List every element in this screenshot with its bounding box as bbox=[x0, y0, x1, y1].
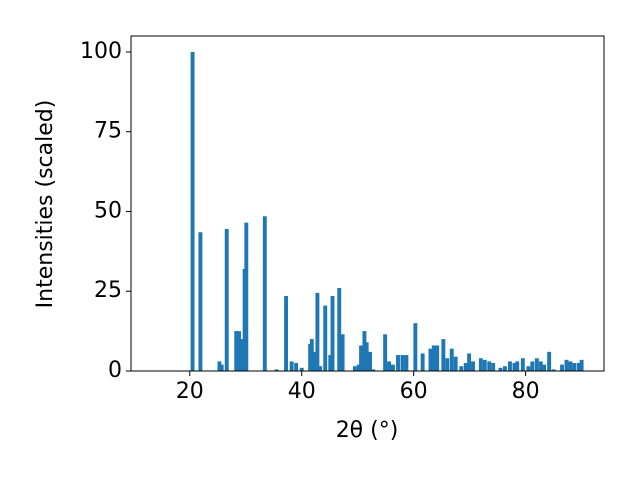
bar bbox=[400, 355, 405, 371]
bar bbox=[274, 369, 279, 371]
bar bbox=[498, 367, 503, 371]
bar bbox=[515, 361, 520, 371]
bar bbox=[234, 331, 239, 371]
bar bbox=[471, 361, 475, 371]
bar bbox=[502, 366, 507, 371]
bar bbox=[328, 355, 333, 371]
bar bbox=[198, 232, 203, 371]
bar bbox=[413, 323, 418, 371]
bar bbox=[508, 361, 512, 371]
bar bbox=[431, 345, 436, 371]
bar bbox=[459, 366, 464, 371]
bar bbox=[318, 366, 323, 371]
bar bbox=[463, 363, 468, 371]
bar bbox=[547, 351, 552, 371]
bar bbox=[359, 345, 364, 371]
bar bbox=[445, 358, 450, 371]
bar bbox=[542, 364, 547, 371]
bar bbox=[551, 369, 556, 371]
bar bbox=[284, 296, 289, 371]
bar bbox=[449, 348, 454, 371]
bar bbox=[568, 361, 573, 371]
bar bbox=[239, 339, 244, 371]
bar bbox=[491, 363, 496, 371]
bar bbox=[219, 364, 224, 371]
bar bbox=[560, 364, 564, 371]
bar bbox=[534, 358, 539, 371]
bar bbox=[441, 339, 446, 371]
y-axis-label: Intensities (scaled) bbox=[33, 100, 58, 309]
bar bbox=[404, 355, 409, 371]
bar bbox=[428, 348, 433, 371]
bar bbox=[356, 364, 361, 371]
x-tick-label: 20 bbox=[176, 379, 204, 404]
bar bbox=[337, 288, 342, 371]
bar bbox=[190, 51, 195, 371]
bar bbox=[262, 216, 267, 371]
bar bbox=[467, 353, 472, 371]
bar bbox=[453, 356, 458, 371]
bar bbox=[217, 361, 222, 371]
x-tick-label: 80 bbox=[512, 379, 540, 404]
bar bbox=[579, 359, 584, 371]
bar bbox=[237, 331, 241, 371]
y-tick-label: 25 bbox=[94, 278, 122, 303]
bar bbox=[294, 363, 299, 371]
bar bbox=[244, 222, 249, 371]
bar bbox=[526, 366, 531, 371]
plot-frame bbox=[130, 35, 605, 372]
bar bbox=[396, 355, 400, 371]
bar bbox=[435, 345, 440, 371]
bar bbox=[530, 361, 535, 371]
bar bbox=[312, 351, 317, 371]
bar bbox=[315, 292, 320, 371]
bar bbox=[478, 358, 483, 371]
bar bbox=[299, 367, 304, 371]
x-tick-label: 40 bbox=[288, 379, 316, 404]
bar bbox=[364, 342, 369, 371]
bar bbox=[368, 351, 372, 371]
bar bbox=[538, 361, 543, 371]
bar bbox=[340, 334, 345, 371]
bar bbox=[323, 305, 328, 371]
x-tick-label: 60 bbox=[400, 379, 428, 404]
bar bbox=[362, 331, 367, 371]
bar bbox=[309, 339, 314, 371]
y-tick-label: 50 bbox=[94, 198, 122, 223]
x-axis-label: 2θ (°) bbox=[336, 418, 399, 443]
bar bbox=[383, 334, 388, 371]
bar bbox=[289, 361, 294, 371]
bar bbox=[520, 358, 525, 371]
bar bbox=[387, 361, 392, 371]
bar bbox=[487, 361, 492, 371]
y-tick-label: 75 bbox=[94, 119, 122, 144]
bar bbox=[572, 363, 577, 371]
bar bbox=[330, 296, 335, 371]
bar bbox=[352, 366, 357, 371]
bar bbox=[391, 364, 395, 371]
bar bbox=[371, 369, 376, 371]
bar bbox=[512, 363, 517, 371]
bar bbox=[564, 359, 569, 371]
bar bbox=[482, 359, 487, 371]
bar bbox=[224, 229, 229, 371]
bar bbox=[576, 363, 581, 371]
bar bbox=[420, 353, 425, 371]
y-tick-label: 0 bbox=[108, 358, 122, 383]
y-tick-label: 100 bbox=[80, 39, 122, 64]
